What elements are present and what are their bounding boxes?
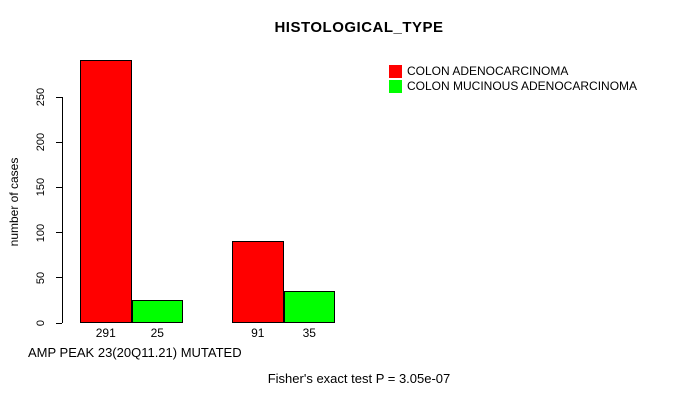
- x-axis-label: AMP PEAK 23(20Q11.21) MUTATED: [28, 345, 242, 360]
- bar: [283, 291, 335, 323]
- legend: COLON ADENOCARCINOMA COLON MUCINOUS ADENO…: [389, 64, 637, 94]
- legend-label: COLON MUCINOUS ADENOCARCINOMA: [407, 79, 638, 93]
- bar-value-label: 291: [95, 326, 116, 340]
- bar: [80, 59, 132, 323]
- y-tick-label: 0: [35, 319, 47, 327]
- legend-item: COLON MUCINOUS ADENOCARCINOMA: [389, 79, 637, 94]
- y-tick-label: 250: [35, 87, 47, 107]
- y-tick-mark: [56, 322, 62, 324]
- y-tick-mark: [56, 232, 62, 234]
- bar-value-label: 25: [150, 326, 164, 340]
- legend-label: COLON ADENOCARCINOMA: [407, 64, 569, 78]
- y-tick-mark: [56, 186, 62, 188]
- legend-item: COLON ADENOCARCINOMA: [389, 64, 637, 79]
- y-tick-mark: [56, 141, 62, 143]
- stat-test-result: Fisher's exact test P = 3.05e-07: [267, 371, 451, 386]
- legend-swatch: [389, 80, 402, 93]
- bar-value-label: 91: [251, 326, 265, 340]
- bar: [131, 300, 183, 323]
- y-tick-label: 150: [35, 178, 47, 197]
- y-axis-line: [62, 97, 63, 323]
- y-axis-label: number of cases: [7, 157, 21, 247]
- y-tick-label: 200: [35, 133, 47, 152]
- bar-value-label: 35: [302, 326, 316, 340]
- y-tick-label: 100: [35, 223, 47, 242]
- chart-title: HISTOLOGICAL_TYPE: [274, 19, 444, 36]
- legend-swatch: [389, 65, 402, 78]
- y-tick-label: 50: [35, 271, 47, 284]
- bar: [232, 240, 284, 323]
- y-tick-mark: [56, 277, 62, 279]
- y-tick-mark: [56, 96, 62, 98]
